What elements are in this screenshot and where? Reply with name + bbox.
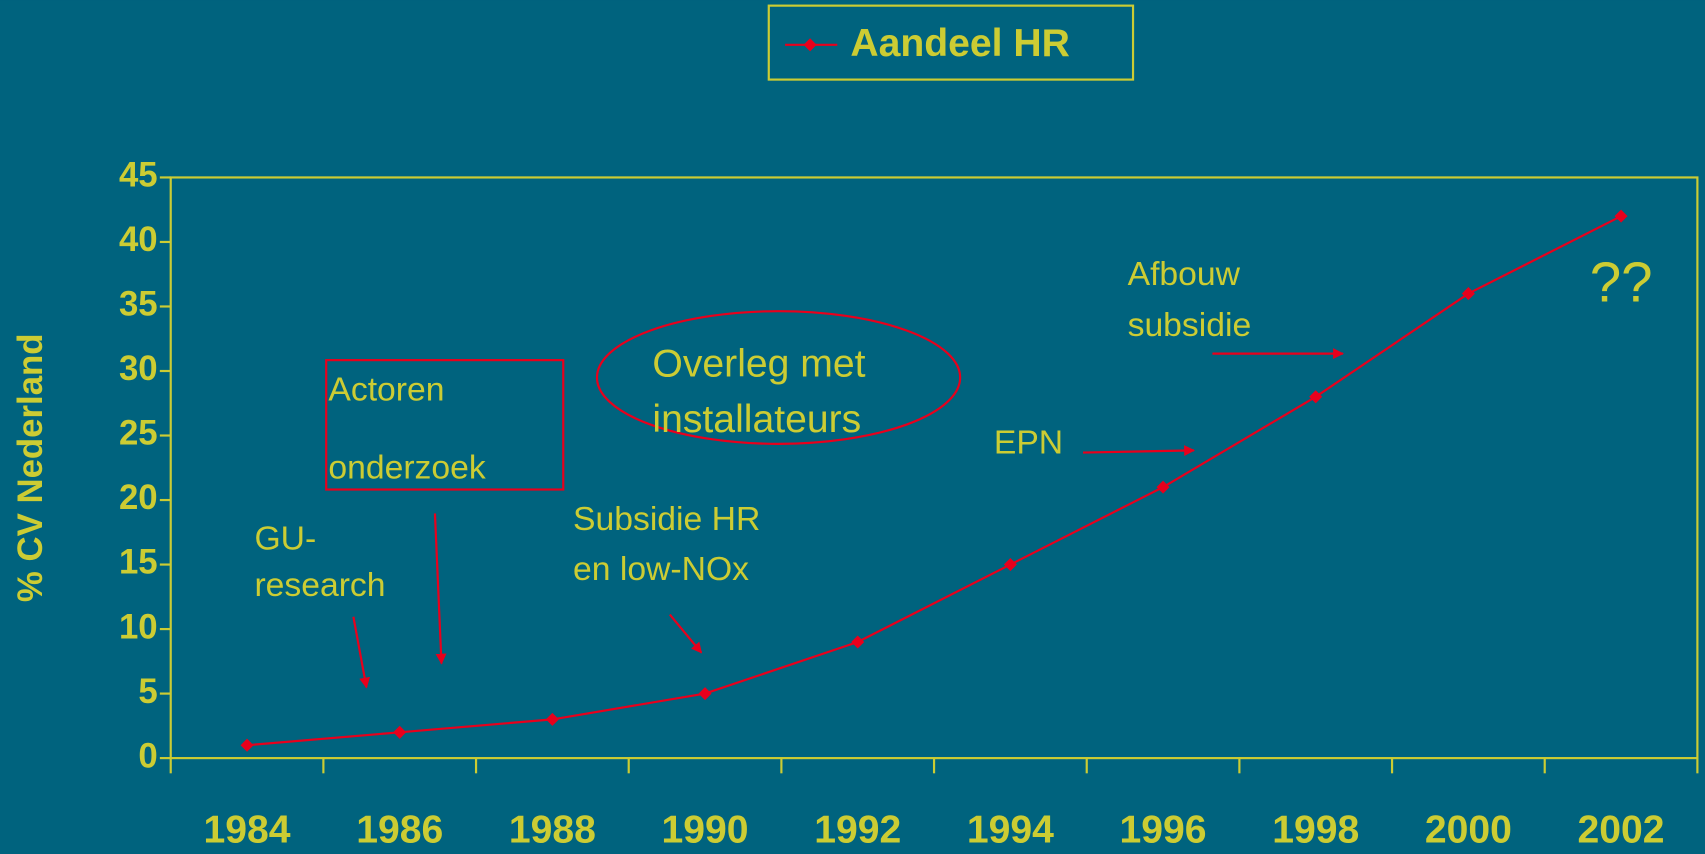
y-tick-label: 5 bbox=[138, 673, 157, 711]
annotation: Actoren bbox=[328, 370, 444, 408]
x-tick-label: 2000 bbox=[1425, 808, 1512, 851]
y-tick-label: 20 bbox=[119, 479, 158, 517]
annotation-ellipse bbox=[595, 310, 962, 445]
arrow bbox=[668, 613, 703, 654]
annotation: ?? bbox=[1590, 250, 1653, 313]
x-tick-label: 1998 bbox=[1272, 808, 1359, 851]
x-tick-label: 1994 bbox=[967, 808, 1054, 851]
point bbox=[1309, 390, 1323, 404]
annotation: Subsidie HR bbox=[573, 500, 760, 538]
y-tick-label: 30 bbox=[119, 350, 158, 388]
legend-label: Aandeel HR bbox=[850, 22, 1070, 65]
point bbox=[1461, 287, 1475, 301]
annotation: onderzoek bbox=[328, 449, 485, 487]
arrow bbox=[1083, 445, 1196, 457]
legend-box bbox=[767, 4, 1135, 81]
annotation: GU- bbox=[254, 519, 316, 557]
y-tick-label: 15 bbox=[119, 544, 158, 582]
y-tick-label: 45 bbox=[119, 157, 158, 195]
annotation: subsidie bbox=[1128, 306, 1252, 344]
arrow bbox=[352, 616, 371, 689]
point bbox=[1003, 558, 1017, 572]
x-tick-label: 2002 bbox=[1578, 808, 1665, 851]
arrow bbox=[433, 513, 447, 665]
annotation: EPN bbox=[994, 424, 1063, 462]
y-tick-label: 0 bbox=[138, 737, 157, 775]
y-tick-label: 10 bbox=[119, 608, 158, 646]
x-tick-label: 1986 bbox=[356, 808, 443, 851]
series-line bbox=[246, 215, 1622, 747]
x-tick-label: 1990 bbox=[662, 808, 749, 851]
x-tick-label: 1984 bbox=[204, 808, 291, 851]
annotation: en low-NOx bbox=[573, 550, 749, 588]
y-tick-label: 40 bbox=[119, 221, 158, 259]
annotation: Afbouw bbox=[1128, 255, 1241, 293]
point bbox=[1156, 480, 1170, 494]
x-tick-label: 1992 bbox=[814, 808, 901, 851]
y-tick-label: 25 bbox=[119, 415, 158, 453]
annotation: research bbox=[254, 566, 385, 604]
annotation: Overleg met bbox=[652, 342, 865, 385]
y-axis-label: % CV Nederland bbox=[12, 333, 50, 602]
x-tick-label: 1988 bbox=[509, 808, 596, 851]
annotation: installateurs bbox=[652, 398, 861, 441]
x-tick-label: 1996 bbox=[1120, 808, 1207, 851]
annotation-box bbox=[325, 359, 565, 491]
y-tick-label: 35 bbox=[119, 286, 158, 324]
